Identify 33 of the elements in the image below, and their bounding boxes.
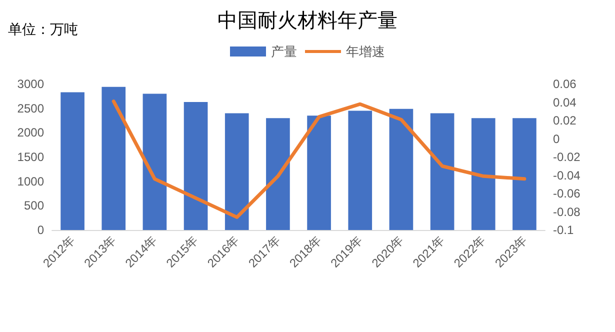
bar (389, 108, 414, 230)
y2-tick-label: 0.02 (553, 114, 577, 128)
chart-title: 中国耐火材料年产量 (218, 10, 398, 32)
y2-tick-label: -0.02 (553, 150, 581, 164)
legend-label: 产量 (271, 44, 297, 59)
bar (512, 118, 536, 230)
y2-tick-label: -0.04 (553, 168, 581, 182)
line-series (112, 100, 526, 219)
bar (142, 94, 167, 230)
bar (60, 92, 84, 230)
y2-tick-label: 0 (553, 132, 560, 146)
bar (184, 102, 208, 230)
y2-tick-label: -0.1 (553, 223, 574, 237)
y-tick-label: 2500 (17, 101, 44, 116)
y2-tick-label: -0.08 (553, 204, 581, 219)
bar (266, 118, 290, 230)
y-tick-label: 3000 (17, 77, 44, 91)
bar (471, 118, 496, 230)
bar (102, 86, 126, 230)
y2-tick-label: -0.06 (553, 186, 581, 200)
y2-tick-label: 0.04 (553, 95, 577, 110)
y-tick-label: 500 (24, 198, 44, 213)
y-tick-label: 0 (37, 223, 44, 237)
bar (307, 116, 331, 230)
y-tick-label: 1500 (17, 150, 44, 164)
bar (224, 113, 249, 230)
bar (348, 110, 372, 230)
y2-tick-label: 0.06 (553, 77, 577, 91)
y-tick-label: 1000 (17, 174, 44, 188)
y-tick-label: 2000 (17, 126, 44, 140)
legend-label: 年增速 (346, 44, 385, 59)
bar (430, 113, 454, 230)
text: 单位：万吨 (8, 21, 78, 37)
